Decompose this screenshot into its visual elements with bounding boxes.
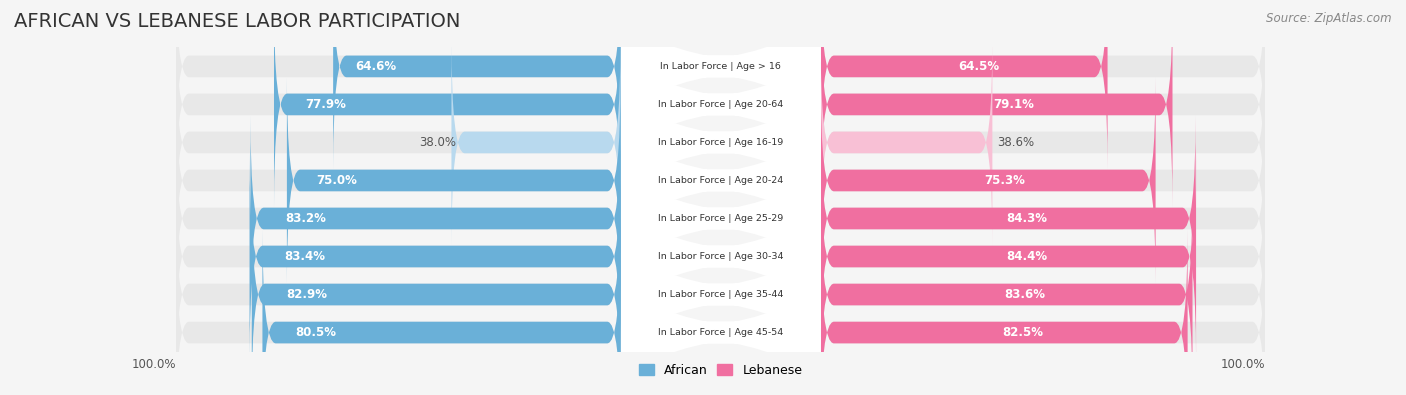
- FancyBboxPatch shape: [821, 191, 1192, 395]
- Text: 100.0%: 100.0%: [131, 358, 176, 371]
- Text: 80.5%: 80.5%: [295, 326, 336, 339]
- FancyBboxPatch shape: [821, 1, 1173, 208]
- FancyBboxPatch shape: [249, 153, 620, 360]
- FancyBboxPatch shape: [821, 39, 993, 246]
- FancyBboxPatch shape: [821, 115, 1195, 322]
- Text: 83.4%: 83.4%: [285, 250, 326, 263]
- Text: 75.3%: 75.3%: [984, 174, 1025, 187]
- FancyBboxPatch shape: [420, 2, 1021, 131]
- FancyBboxPatch shape: [420, 268, 1021, 395]
- FancyBboxPatch shape: [821, 39, 1265, 246]
- FancyBboxPatch shape: [821, 191, 1265, 395]
- FancyBboxPatch shape: [176, 229, 620, 395]
- Text: In Labor Force | Age 35-44: In Labor Force | Age 35-44: [658, 290, 783, 299]
- Text: In Labor Force | Age 20-64: In Labor Force | Age 20-64: [658, 100, 783, 109]
- Text: 100.0%: 100.0%: [1220, 358, 1265, 371]
- FancyBboxPatch shape: [821, 115, 1265, 322]
- Text: 84.4%: 84.4%: [1007, 250, 1047, 263]
- Text: 84.3%: 84.3%: [1007, 212, 1047, 225]
- Text: In Labor Force | Age 25-29: In Labor Force | Age 25-29: [658, 214, 783, 223]
- Text: 64.5%: 64.5%: [957, 60, 1000, 73]
- FancyBboxPatch shape: [821, 153, 1197, 360]
- FancyBboxPatch shape: [176, 191, 620, 395]
- Text: In Labor Force | Age 16-19: In Labor Force | Age 16-19: [658, 138, 783, 147]
- Text: In Labor Force | Age > 16: In Labor Force | Age > 16: [661, 62, 780, 71]
- FancyBboxPatch shape: [176, 39, 620, 246]
- FancyBboxPatch shape: [250, 115, 620, 322]
- Text: 38.0%: 38.0%: [419, 136, 456, 149]
- FancyBboxPatch shape: [176, 115, 620, 322]
- Text: 75.0%: 75.0%: [316, 174, 357, 187]
- FancyBboxPatch shape: [333, 0, 620, 169]
- FancyBboxPatch shape: [287, 77, 620, 284]
- FancyBboxPatch shape: [821, 0, 1108, 169]
- FancyBboxPatch shape: [420, 230, 1021, 359]
- FancyBboxPatch shape: [451, 39, 620, 246]
- FancyBboxPatch shape: [176, 0, 620, 169]
- FancyBboxPatch shape: [176, 77, 620, 284]
- FancyBboxPatch shape: [821, 229, 1188, 395]
- FancyBboxPatch shape: [420, 78, 1021, 207]
- FancyBboxPatch shape: [420, 116, 1021, 245]
- Text: 82.9%: 82.9%: [287, 288, 328, 301]
- Text: In Labor Force | Age 20-24: In Labor Force | Age 20-24: [658, 176, 783, 185]
- Legend: African, Lebanese: African, Lebanese: [634, 359, 807, 382]
- FancyBboxPatch shape: [420, 154, 1021, 283]
- Text: 38.6%: 38.6%: [997, 136, 1033, 149]
- Text: AFRICAN VS LEBANESE LABOR PARTICIPATION: AFRICAN VS LEBANESE LABOR PARTICIPATION: [14, 12, 460, 31]
- Text: In Labor Force | Age 30-34: In Labor Force | Age 30-34: [658, 252, 783, 261]
- Text: 64.6%: 64.6%: [356, 60, 396, 73]
- FancyBboxPatch shape: [176, 153, 620, 360]
- FancyBboxPatch shape: [821, 0, 1265, 169]
- Text: 79.1%: 79.1%: [994, 98, 1035, 111]
- FancyBboxPatch shape: [252, 191, 620, 395]
- FancyBboxPatch shape: [274, 1, 620, 208]
- FancyBboxPatch shape: [263, 229, 620, 395]
- Text: 83.2%: 83.2%: [285, 212, 326, 225]
- Text: In Labor Force | Age 45-54: In Labor Force | Age 45-54: [658, 328, 783, 337]
- FancyBboxPatch shape: [176, 1, 620, 208]
- Text: 83.6%: 83.6%: [1005, 288, 1046, 301]
- FancyBboxPatch shape: [420, 40, 1021, 169]
- FancyBboxPatch shape: [821, 77, 1265, 284]
- FancyBboxPatch shape: [420, 192, 1021, 321]
- FancyBboxPatch shape: [821, 1, 1265, 208]
- Text: 77.9%: 77.9%: [305, 98, 346, 111]
- FancyBboxPatch shape: [821, 77, 1156, 284]
- FancyBboxPatch shape: [821, 153, 1265, 360]
- FancyBboxPatch shape: [821, 229, 1265, 395]
- Text: Source: ZipAtlas.com: Source: ZipAtlas.com: [1267, 12, 1392, 25]
- Text: 82.5%: 82.5%: [1002, 326, 1043, 339]
